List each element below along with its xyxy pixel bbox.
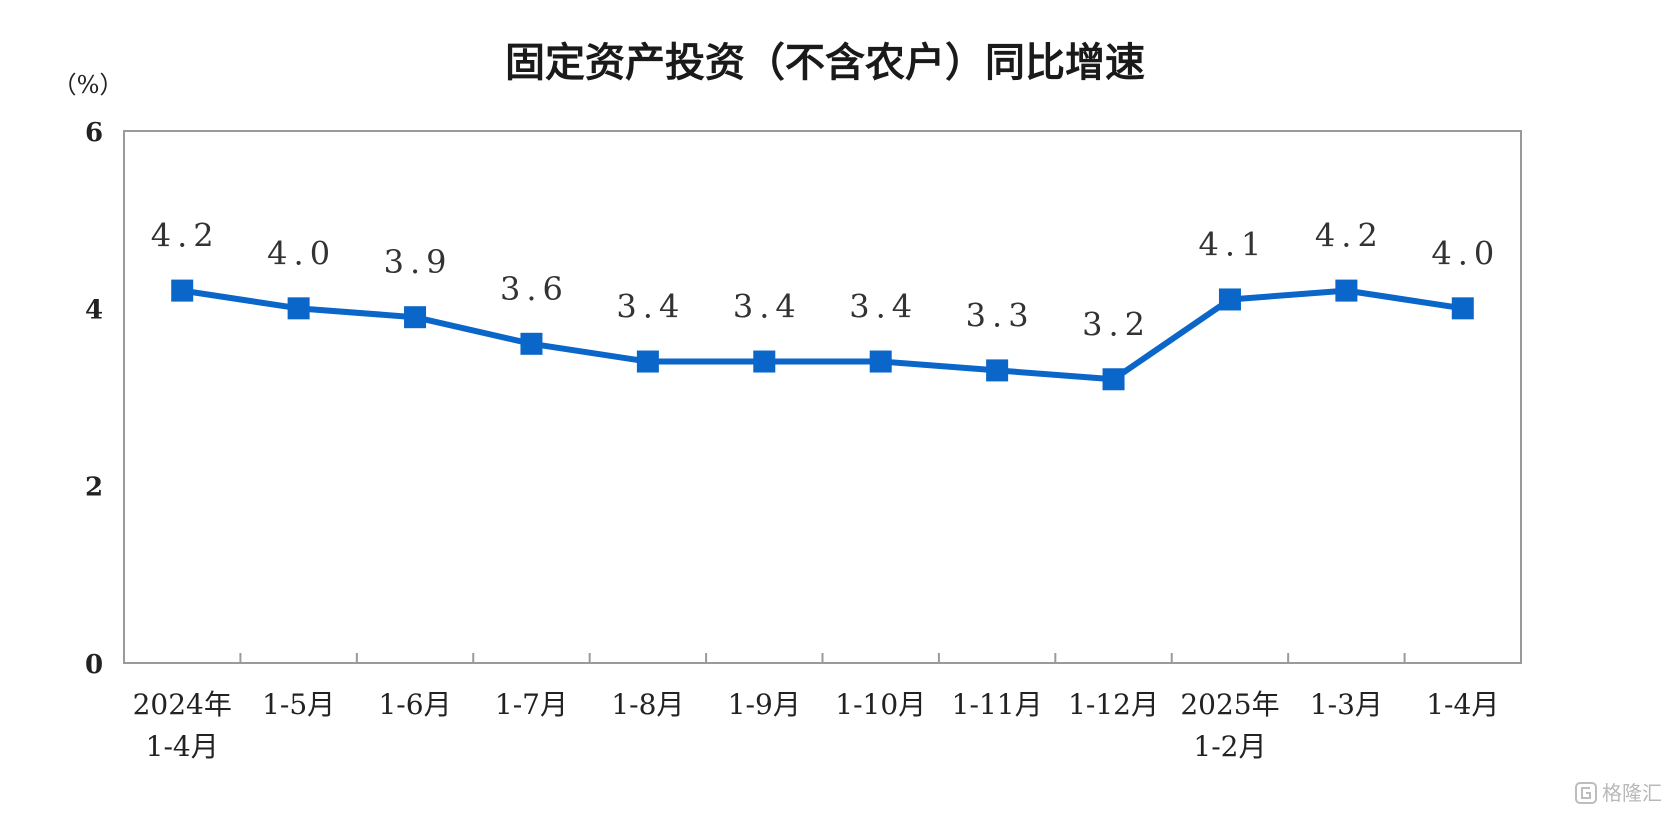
data-value-label: 4.0 bbox=[1431, 234, 1500, 272]
data-point-marker bbox=[1335, 279, 1358, 302]
x-category-label: 1-12月 bbox=[1068, 688, 1159, 721]
data-value-label: 3.2 bbox=[1082, 305, 1151, 343]
data-point-marker bbox=[986, 359, 1009, 382]
x-category-label: 2024年 bbox=[133, 688, 232, 721]
data-value-label: 3.9 bbox=[384, 243, 453, 281]
data-value-label: 4.2 bbox=[1315, 217, 1384, 255]
x-category-label: 1-11月 bbox=[952, 688, 1043, 721]
data-point-marker bbox=[1102, 368, 1125, 391]
x-category-label: 1-7月 bbox=[495, 688, 568, 721]
watermark-text: 格隆汇 bbox=[1602, 781, 1662, 805]
x-category-label: 2025年 bbox=[1180, 688, 1279, 721]
data-point-marker bbox=[520, 332, 543, 355]
x-category-label: 1-2月 bbox=[1193, 730, 1266, 763]
data-value-label: 3.3 bbox=[966, 296, 1035, 334]
y-axis-unit-label: （%） bbox=[53, 71, 124, 99]
x-category-label: 1-3月 bbox=[1310, 688, 1383, 721]
x-category-label: 1-4月 bbox=[146, 730, 219, 763]
plot-area-frame bbox=[123, 130, 1522, 664]
y-tick-label: 0 bbox=[85, 650, 103, 680]
series-line-group bbox=[171, 279, 1474, 391]
data-point-marker bbox=[753, 350, 776, 373]
x-category-label: 1-9月 bbox=[728, 688, 801, 721]
x-axis-labels: 2024年 1-4月 1-5月 1-6月 1-7月 1-8月 1-9月 1-10月 1-11月 1… bbox=[133, 688, 1500, 763]
data-point-marker bbox=[404, 306, 427, 329]
series-line bbox=[179, 287, 1466, 383]
data-point-marker bbox=[1451, 297, 1474, 320]
data-point-marker bbox=[869, 350, 892, 373]
data-value-label: 3.4 bbox=[733, 288, 802, 326]
data-point-marker bbox=[1218, 288, 1241, 311]
x-category-label: 1-4月 bbox=[1426, 688, 1499, 721]
data-value-label: 4.1 bbox=[1199, 225, 1268, 263]
x-category-label: 1-5月 bbox=[262, 688, 335, 721]
x-axis-ticks bbox=[239, 653, 1406, 663]
data-point-marker bbox=[636, 350, 659, 373]
data-value-label: 4.2 bbox=[151, 217, 220, 255]
x-category-label: 1-6月 bbox=[378, 688, 451, 721]
data-point-marker bbox=[287, 297, 310, 320]
data-value-label: 3.6 bbox=[500, 270, 569, 308]
y-tick-label: 2 bbox=[85, 473, 103, 503]
y-axis-ticks: 0 2 4 6 bbox=[85, 118, 103, 680]
watermark: 格隆汇 bbox=[1575, 781, 1662, 805]
x-category-label: 1-10月 bbox=[835, 688, 926, 721]
data-point-marker bbox=[171, 279, 194, 302]
y-tick-label: 6 bbox=[85, 118, 103, 148]
x-category-label: 1-8月 bbox=[611, 688, 684, 721]
watermark-logo-icon bbox=[1575, 782, 1597, 804]
data-value-label: 3.4 bbox=[616, 288, 685, 326]
watermark-logo-mark bbox=[1581, 787, 1591, 799]
data-value-label: 4.0 bbox=[267, 234, 336, 272]
data-value-label: 3.4 bbox=[849, 288, 918, 326]
data-labels: 4.2 4.0 3.9 3.6 3.4 3.4 3.4 3.3 3.2 4.1 4.2 4.0 bbox=[151, 217, 1500, 344]
y-tick-label: 4 bbox=[85, 295, 103, 325]
chart-title: 固定资产投资（不含农户）同比增速 bbox=[505, 40, 1145, 86]
